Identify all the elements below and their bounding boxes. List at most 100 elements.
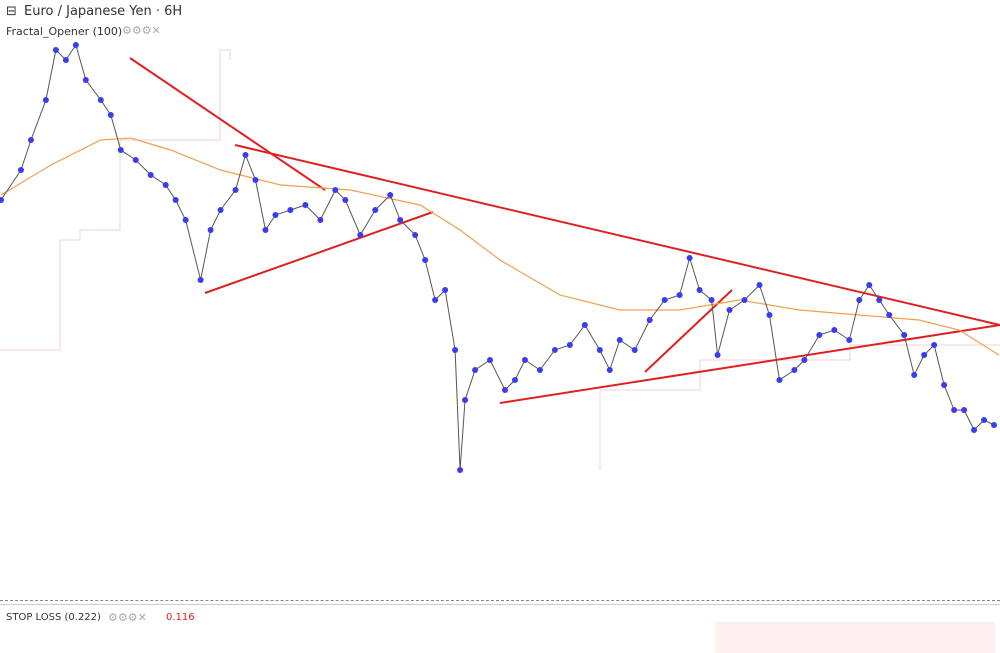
price-point — [412, 232, 419, 238]
price-point — [472, 367, 479, 373]
price-point — [686, 255, 693, 261]
price-point — [776, 377, 783, 383]
footer-value: 0.116 — [166, 612, 195, 623]
collapse-icon[interactable]: ⊟ — [6, 4, 17, 19]
price-point — [272, 212, 279, 218]
price-point — [931, 342, 938, 348]
price-point — [596, 347, 603, 353]
price-point — [132, 157, 139, 163]
price-point — [726, 307, 733, 313]
price-point — [606, 367, 613, 373]
price-point — [42, 97, 49, 103]
price-point — [107, 112, 114, 118]
price-point — [866, 282, 873, 288]
price-point — [357, 232, 364, 238]
price-point — [876, 297, 883, 303]
price-point — [317, 217, 324, 223]
price-point — [981, 417, 988, 423]
trendline — [204, 211, 434, 294]
stop-line — [599, 344, 1000, 470]
price-point — [397, 217, 404, 223]
price-point — [302, 202, 309, 208]
indicator-icons[interactable]: ⚙⚙⚙✕ — [122, 24, 161, 37]
price-point — [462, 397, 469, 403]
price-point — [97, 97, 104, 103]
moving-average — [0, 137, 1000, 356]
price-point — [442, 287, 449, 293]
price-point — [901, 332, 908, 338]
price-point — [0, 197, 4, 203]
price-point — [62, 57, 69, 63]
indicator-label[interactable]: Fractal_Opener (100) — [6, 25, 123, 38]
price-point — [372, 207, 379, 213]
price-point — [182, 217, 189, 223]
price-point — [831, 327, 838, 333]
price-point — [741, 297, 748, 303]
footer-icons[interactable]: ⚙⚙⚙✕ — [108, 611, 147, 624]
price-point — [232, 187, 239, 193]
price-point — [332, 187, 339, 193]
price-point — [487, 357, 494, 363]
price-point — [714, 352, 721, 358]
price-point — [536, 367, 543, 373]
price-point — [676, 292, 683, 298]
chart — [0, 42, 1000, 473]
price-point — [452, 347, 459, 353]
price-point — [566, 342, 573, 348]
price-point — [941, 382, 948, 388]
price-point — [387, 192, 394, 198]
price-point — [646, 317, 653, 323]
price-point — [422, 257, 429, 263]
price-point — [551, 347, 558, 353]
price-point — [172, 197, 179, 203]
price-point — [457, 467, 464, 473]
price-point — [708, 297, 715, 303]
price-point — [911, 372, 918, 378]
price-point — [816, 332, 823, 338]
price-point — [52, 47, 59, 53]
price-point — [117, 147, 124, 153]
price-point — [886, 312, 893, 318]
pane-border — [0, 604, 1000, 605]
price-point — [72, 42, 79, 48]
price-point — [242, 152, 249, 158]
price-point — [791, 367, 798, 373]
footer-indicator[interactable]: STOP LOSS (0.222) — [6, 612, 101, 623]
pane-separator — [0, 600, 1000, 601]
price-point — [82, 77, 89, 83]
price-point — [197, 277, 204, 283]
price-point — [631, 347, 638, 353]
price-point — [252, 177, 259, 183]
price-point — [432, 297, 439, 303]
price-point — [162, 182, 169, 188]
price-point — [961, 407, 968, 413]
price-point — [661, 297, 668, 303]
price-point — [342, 197, 349, 203]
price-point — [17, 167, 24, 173]
price-point — [287, 207, 294, 213]
price-point — [616, 337, 623, 343]
price-point — [581, 322, 588, 328]
price-point — [991, 422, 998, 428]
price-point — [756, 282, 763, 288]
price-point — [951, 407, 958, 413]
price-point — [521, 357, 528, 363]
price-point — [27, 137, 34, 143]
price-line — [0, 43, 995, 471]
price-point — [511, 377, 518, 383]
price-point — [696, 287, 703, 293]
stop-line — [0, 49, 231, 351]
symbol-title: Euro / Japanese Yen · 6H — [24, 4, 183, 19]
price-point — [971, 427, 978, 433]
price-point — [217, 207, 224, 213]
price-point — [921, 352, 928, 358]
price-point — [856, 297, 863, 303]
trendline — [234, 144, 1000, 326]
price-point — [501, 387, 508, 393]
price-point — [147, 172, 154, 178]
price-point — [262, 227, 269, 233]
price-point — [801, 357, 808, 363]
price-point — [766, 312, 773, 318]
